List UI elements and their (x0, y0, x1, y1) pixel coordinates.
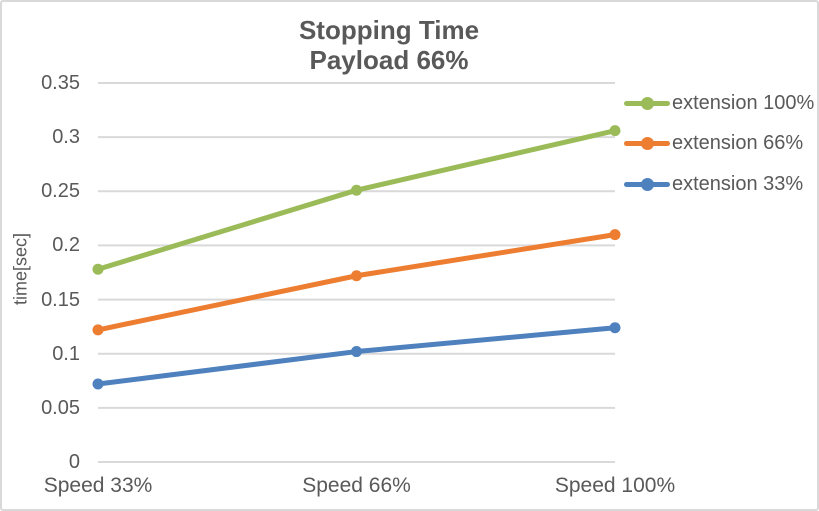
chart-title-block: Stopping Time Payload 66% (299, 15, 479, 75)
y-tick-label: 0.1 (52, 342, 80, 365)
legend-line-marker-icon (624, 131, 670, 157)
legend-dot-icon (640, 177, 654, 191)
data-point-marker-extension-33-0[interactable] (92, 378, 104, 390)
legend-line-marker-icon (624, 171, 670, 197)
data-point-marker-extension-33-2[interactable] (609, 322, 621, 334)
data-point-marker-extension-100-2[interactable] (609, 125, 621, 137)
data-point-marker-extension-33-1[interactable] (351, 346, 362, 358)
x-axis-label-speed-100: Speed 100% (554, 474, 676, 497)
x-axis-label-speed-66: Speed 66% (302, 474, 411, 497)
legend-label: extension 66% (672, 132, 804, 154)
y-tick-label: 0.05 (41, 396, 80, 419)
data-point-marker-extension-66-0[interactable] (92, 324, 104, 336)
y-tick-label: 0.3 (52, 126, 80, 149)
y-tick-label: 0.2 (52, 234, 80, 257)
data-point-marker-extension-66-2[interactable] (609, 229, 621, 241)
y-tick-label: 0 (68, 451, 80, 473)
series-line-extension-66[interactable] (95, 232, 618, 333)
data-point-marker-extension-66-1[interactable] (351, 270, 362, 282)
legend-dot-icon (640, 137, 654, 150)
chart-subtitle: Payload 66% (309, 45, 469, 75)
y-tick-label: 0.35 (41, 72, 80, 94)
y-tick-label: 0.15 (41, 288, 80, 311)
legend-item-extension-66[interactable]: extension 66% (624, 131, 803, 157)
x-axis-label-speed-33: Speed 33% (43, 474, 153, 497)
legend-label: extension 33% (672, 172, 804, 195)
legend-dot-icon (640, 96, 654, 110)
legend-line-marker-icon (624, 90, 670, 116)
legend-label: extension 100% (672, 91, 815, 114)
legend-item-extension-100[interactable]: extension 100% (624, 90, 814, 116)
legend-item-extension-33[interactable]: extension 33% (624, 171, 803, 197)
data-point-marker-extension-100-1[interactable] (351, 184, 362, 196)
y-tick-label: 0.25 (41, 180, 80, 203)
data-point-marker-extension-100-0[interactable] (92, 263, 104, 275)
chart-title: Stopping Time (298, 15, 480, 45)
